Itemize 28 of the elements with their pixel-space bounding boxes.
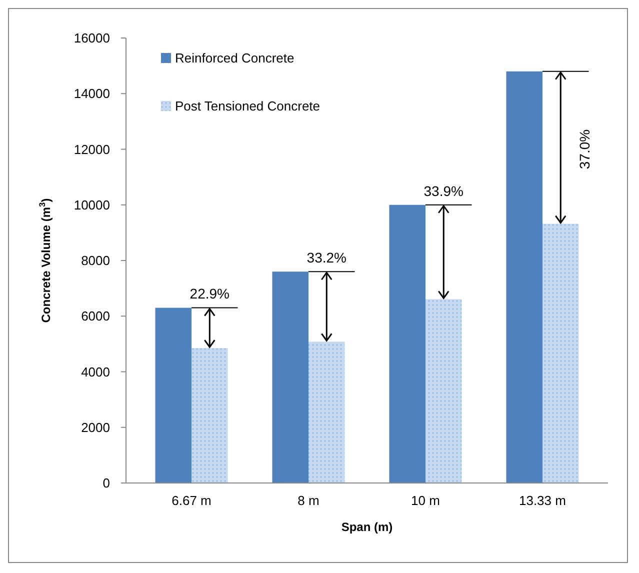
legend-label: Post Tensioned Concrete	[175, 98, 320, 114]
x-tick-label: 6.67 m	[172, 493, 212, 508]
y-tick-label: 2000	[81, 420, 110, 435]
y-tick-label: 12000	[74, 142, 110, 157]
y-tick-label: 8000	[81, 253, 110, 268]
y-tick-label: 6000	[81, 308, 110, 324]
annotation: 22.9%	[190, 286, 230, 302]
annotation: 33.2%	[306, 250, 346, 266]
x-tick-label: 13.33 m	[518, 493, 566, 508]
bar	[542, 224, 579, 483]
x-axis-title: Span (m)	[341, 520, 393, 534]
x-tick-label: 8 m	[298, 493, 320, 508]
y-tick-label: 16000	[74, 30, 110, 46]
bar	[425, 299, 462, 483]
y-tick-label: 4000	[81, 364, 110, 380]
legend-label: Reinforced Concrete	[175, 50, 294, 66]
x-tick-label: 10 m	[411, 493, 440, 508]
bar	[192, 348, 228, 483]
bar	[308, 342, 345, 483]
bar	[506, 71, 542, 483]
bar	[389, 204, 426, 483]
y-tick-label: 14000	[74, 86, 110, 102]
annotation: 37.0%	[576, 129, 593, 170]
y-tick-label: 10000	[74, 197, 110, 212]
y-tick-label: 0	[102, 476, 110, 491]
annotation: 33.9%	[424, 182, 464, 199]
bar	[272, 272, 309, 483]
bar	[155, 308, 192, 483]
